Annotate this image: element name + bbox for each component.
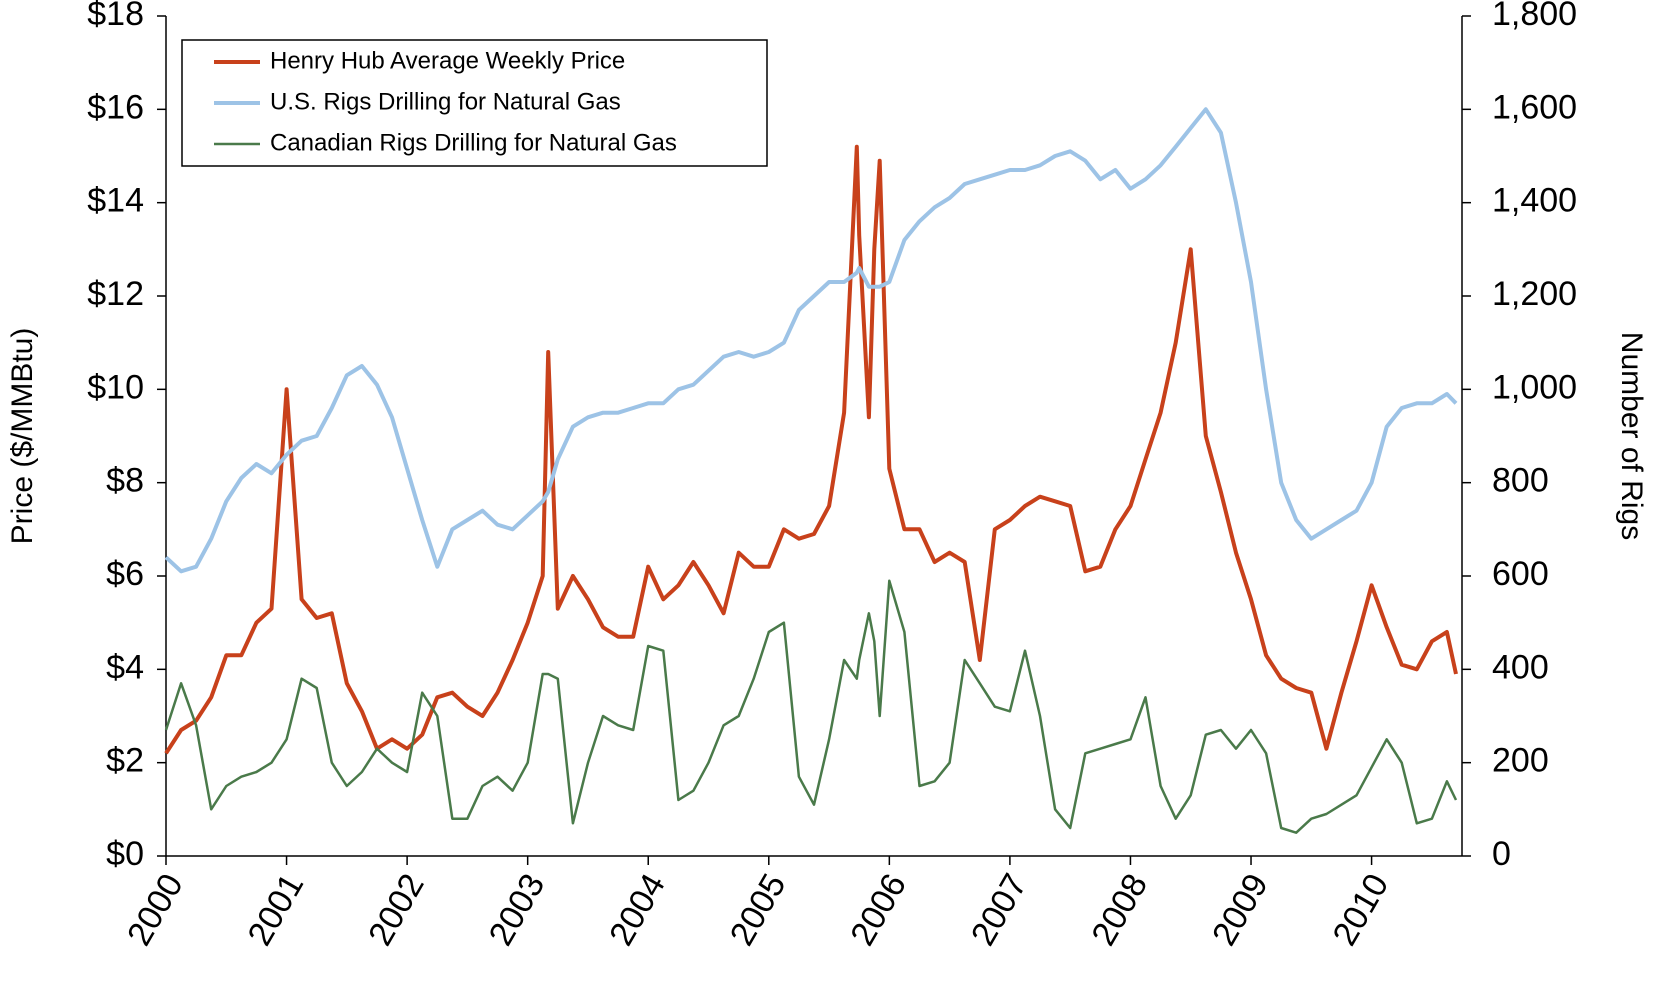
x-tick-label: 2006 — [843, 867, 914, 952]
legend-label: U.S. Rigs Drilling for Natural Gas — [270, 88, 621, 115]
x-tick-label: 2007 — [964, 867, 1035, 952]
y-tick-label: $6 — [106, 555, 144, 593]
legend-box — [181, 39, 768, 167]
y-tick-label: $4 — [106, 648, 144, 686]
y2-tick-label: 1,600 — [1492, 88, 1577, 126]
y2-tick-label: 600 — [1492, 555, 1549, 593]
series-line — [164, 579, 1458, 834]
x-tick-label: 2002 — [361, 867, 432, 952]
x-tick-label: 2004 — [602, 867, 673, 952]
y-tick-label: $14 — [87, 182, 144, 220]
x-tick-label: 2008 — [1084, 867, 1155, 952]
y2-tick-label: 1,400 — [1492, 182, 1577, 220]
y-axis-title: Price ($/MMBtu) — [6, 328, 39, 545]
y2-tick-label: 1,000 — [1492, 368, 1577, 406]
y2-tick-label: 400 — [1492, 648, 1549, 686]
y-tick-label: $18 — [87, 0, 144, 33]
x-tick-label: 2005 — [723, 867, 794, 952]
y2-tick-label: 1,800 — [1492, 0, 1577, 33]
x-tick-label: 2000 — [120, 867, 191, 952]
y-tick-label: $10 — [87, 368, 144, 406]
y2-tick-label: 0 — [1492, 835, 1511, 873]
legend-label: Henry Hub Average Weekly Price — [270, 47, 625, 74]
x-tick-label: 2009 — [1205, 867, 1276, 952]
legend-label: Canadian Rigs Drilling for Natural Gas — [270, 129, 677, 156]
y2-tick-label: 200 — [1492, 742, 1549, 780]
y2-tick-label: 800 — [1492, 462, 1549, 500]
y-tick-label: $12 — [87, 275, 144, 313]
y-tick-label: $8 — [106, 462, 144, 500]
x-tick-label: 2003 — [482, 867, 553, 952]
series-line — [164, 107, 1458, 574]
y-tick-label: $16 — [87, 88, 144, 126]
y2-tick-label: 1,200 — [1492, 275, 1577, 313]
y-tick-label: $2 — [106, 742, 144, 780]
y2-axis-title: Number of Rigs — [1615, 332, 1648, 540]
series-line — [164, 144, 1458, 755]
x-tick-label: 2001 — [241, 867, 312, 952]
y-tick-label: $0 — [106, 835, 144, 873]
x-tick-label: 2010 — [1326, 867, 1397, 952]
